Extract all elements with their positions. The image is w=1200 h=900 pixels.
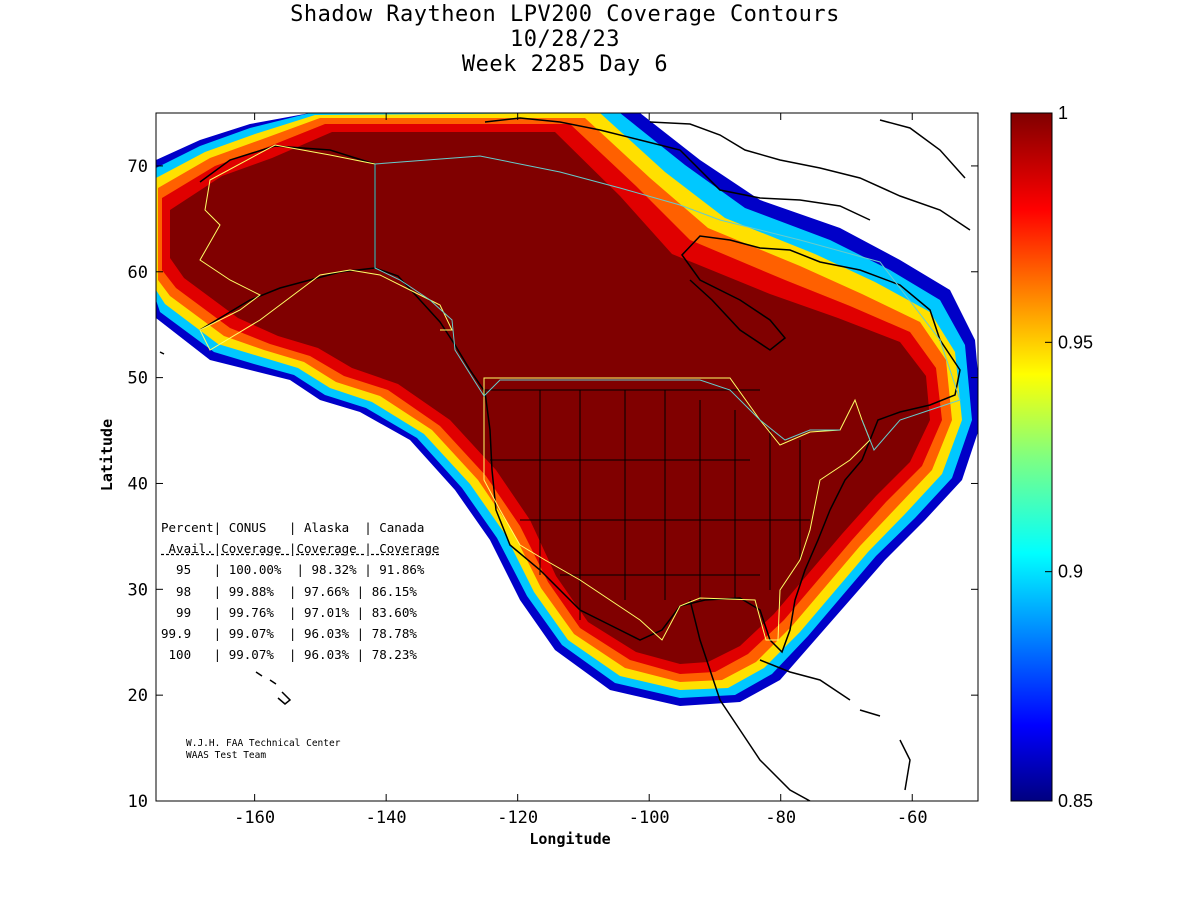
x-tick-label: -60: [897, 808, 928, 828]
credit-line-2: WAAS Test Team: [186, 750, 267, 761]
x-tick-label: -140: [366, 808, 407, 828]
canada-boundary: [374, 155, 961, 451]
colorbar-tick-label: 0.95: [1058, 332, 1093, 352]
coverage-row: 95 | 100.00% | 98.32% | 91.86%: [161, 562, 425, 578]
x-axis-label: Longitude: [529, 830, 610, 848]
chart-title: Shadow Raytheon LPV200 Coverage Contours: [290, 2, 840, 27]
y-axis-label: Latitude: [98, 419, 116, 491]
colorbar-ticks: 1 0.95 0.9 0.85: [1045, 103, 1093, 811]
colorbar-tick-label: 1: [1058, 103, 1068, 123]
y-tick-label: 10: [128, 792, 148, 812]
coastlines: [159, 117, 971, 801]
coverage-row: 99 | 99.76% | 97.01% | 83.60%: [161, 604, 417, 620]
chart-date: 10/28/23: [510, 27, 620, 52]
plot-frame: [155, 112, 979, 802]
y-tick-label: 20: [128, 686, 148, 706]
y-tick-label: 60: [128, 263, 148, 283]
alaska-boundary: [199, 144, 453, 351]
political-boundaries: [199, 144, 961, 641]
y-axis: 10 20 30 40 50 60 70: [128, 157, 978, 812]
credit-block: W.J.H. FAA Technical Center WAAS Test Tea…: [186, 738, 340, 762]
state-boundaries: [484, 389, 810, 620]
us-boundary: [483, 377, 871, 641]
credit-line-1: W.J.H. FAA Technical Center: [186, 738, 341, 749]
y-tick-label: 30: [128, 580, 148, 600]
colorbar: [1010, 112, 1053, 802]
y-tick-label: 70: [128, 157, 148, 177]
y-tick-label: 50: [128, 369, 148, 389]
chart-week-day: Week 2285 Day 6: [461, 52, 669, 77]
coverage-row: 100 | 99.07% | 96.03% | 78.23%: [161, 647, 417, 663]
coverage-table-subheader: Avail.|Coverage |Coverage | Coverage: [161, 541, 440, 557]
colorbar-tick-label: 0.85: [1058, 791, 1093, 811]
coverage-table: Percent| CONUS | Alaska | Canada Avail.|…: [161, 517, 439, 665]
x-tick-label: -80: [765, 808, 796, 828]
colorbar-tick-label: 0.9: [1058, 562, 1083, 582]
coverage-row: 99.9 | 99.07% | 96.03% | 78.78%: [161, 626, 417, 642]
coverage-band-max: [170, 132, 930, 664]
x-tick-label: -100: [629, 808, 670, 828]
y-tick-label: 40: [128, 474, 148, 494]
x-tick-label: -120: [497, 808, 538, 828]
coverage-table-header: Percent| CONUS | Alaska | Canada: [161, 520, 425, 535]
coverage-row: 98 | 99.88% | 97.66% | 86.15%: [161, 583, 417, 599]
x-tick-label: -160: [234, 808, 275, 828]
x-axis: -160 -140 -120 -100 -80 -60: [234, 113, 928, 828]
